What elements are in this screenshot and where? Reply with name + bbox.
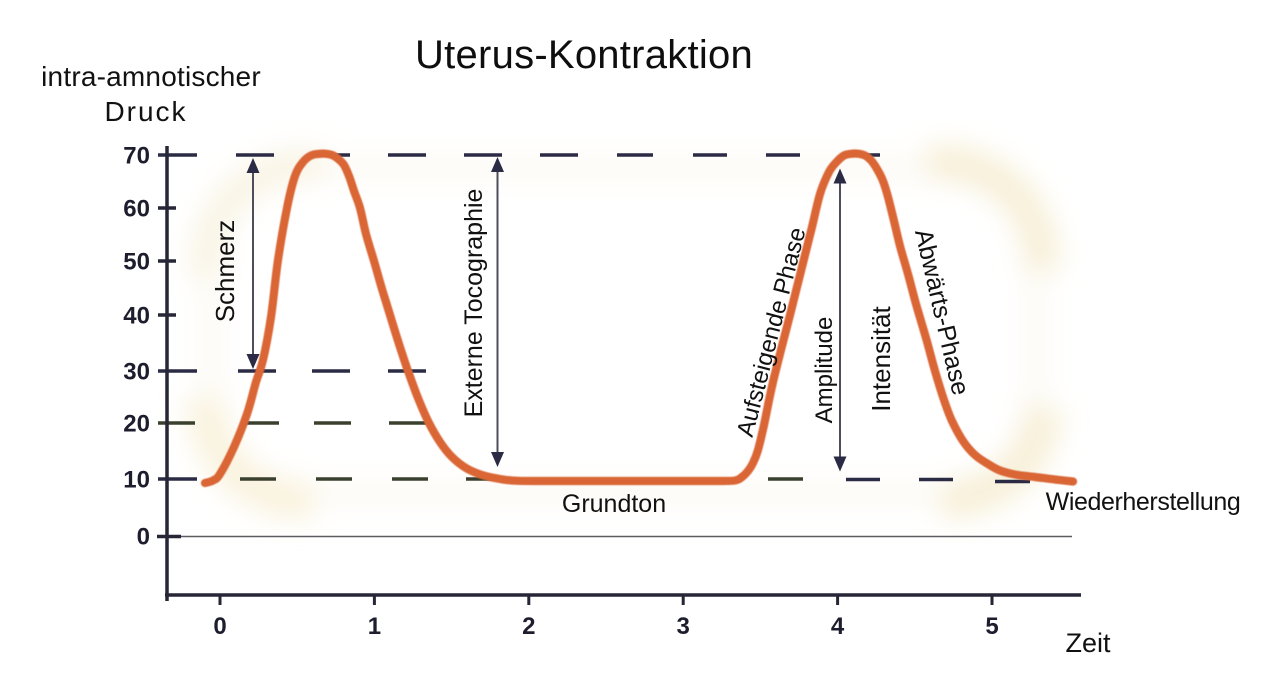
svg-text:1: 1 — [368, 613, 381, 640]
svg-text:4: 4 — [831, 613, 845, 640]
svg-text:50: 50 — [123, 249, 150, 276]
svg-text:intra-amnotischer: intra-amnotischer — [41, 61, 261, 92]
svg-text:Amplitude: Amplitude — [811, 317, 838, 424]
svg-text:10: 10 — [123, 467, 150, 494]
svg-text:70: 70 — [123, 143, 150, 170]
svg-text:Druck: Druck — [104, 96, 187, 127]
svg-text:0: 0 — [137, 524, 150, 551]
svg-text:30: 30 — [123, 359, 150, 386]
svg-text:Grundton: Grundton — [562, 490, 666, 518]
svg-text:40: 40 — [123, 303, 150, 330]
svg-text:20: 20 — [123, 411, 150, 438]
svg-text:Schmerz: Schmerz — [210, 220, 240, 323]
svg-text:Externe Tocographie: Externe Tocographie — [460, 189, 488, 418]
svg-text:3: 3 — [677, 613, 690, 640]
svg-text:Wiederherstellung: Wiederherstellung — [1046, 488, 1241, 516]
svg-text:Uterus-Kontraktion: Uterus-Kontraktion — [415, 33, 753, 77]
svg-text:60: 60 — [123, 196, 150, 223]
svg-text:Zeit: Zeit — [1065, 628, 1111, 658]
svg-text:Intensität: Intensität — [866, 305, 896, 411]
svg-text:5: 5 — [985, 613, 998, 640]
svg-text:2: 2 — [522, 613, 535, 640]
svg-text:0: 0 — [213, 613, 226, 640]
